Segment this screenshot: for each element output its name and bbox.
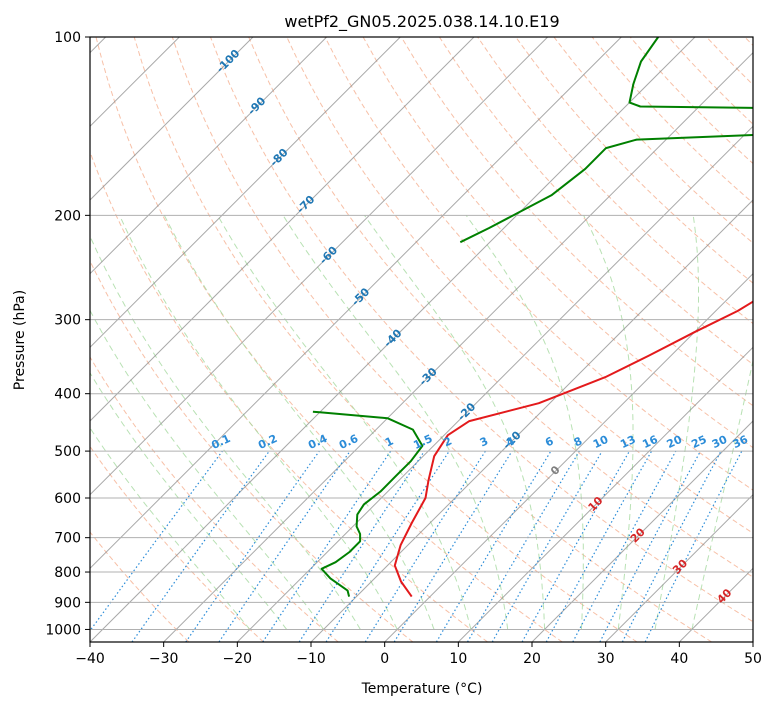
dewpoint-line bbox=[312, 410, 424, 597]
moist-adiabat bbox=[90, 309, 324, 630]
isotherm-line bbox=[90, 37, 254, 201]
mixing-ratio-line bbox=[218, 450, 351, 642]
mixing-ratio-line bbox=[131, 450, 270, 642]
mixing-ratio-label: 13 bbox=[618, 433, 637, 451]
dewpoint-upper-line bbox=[459, 37, 753, 244]
y-tick-label: 400 bbox=[54, 387, 81, 403]
isotherm-line bbox=[90, 37, 328, 275]
mixing-ratio-label: 20 bbox=[665, 433, 685, 451]
dry-adiabat bbox=[210, 37, 753, 623]
y-tick-label: 900 bbox=[54, 595, 81, 611]
mixing-ratio-line bbox=[521, 450, 631, 642]
dry-adiabat bbox=[515, 37, 753, 284]
dry-adiabat bbox=[400, 37, 753, 407]
plot-background bbox=[90, 37, 753, 642]
mixing-ratio-line bbox=[185, 450, 320, 642]
isotherm-line bbox=[90, 37, 696, 642]
dry-adiabat bbox=[171, 37, 712, 642]
isotherm-line bbox=[310, 199, 753, 642]
mixing-ratio-label: 36 bbox=[731, 433, 751, 451]
x-tick-label: 40 bbox=[670, 651, 688, 667]
mixing-ratio-line bbox=[545, 450, 653, 642]
isotherm-line bbox=[531, 420, 753, 642]
y-tick-label: 700 bbox=[54, 531, 81, 547]
isotherm-line bbox=[752, 641, 753, 642]
mixing-ratio-label: 10 bbox=[591, 433, 611, 451]
x-tick-label: 50 bbox=[744, 651, 762, 667]
y-tick-label: 100 bbox=[54, 30, 81, 46]
x-axis-ticks: −40 −30 −20 −10 0 10 20 30 40 50 bbox=[75, 642, 762, 667]
y-tick-label: 200 bbox=[54, 208, 81, 224]
temperature-line bbox=[393, 300, 753, 598]
y-tick-label: 1000 bbox=[45, 622, 81, 638]
plot-frame bbox=[89, 36, 754, 643]
dry-adiabat bbox=[248, 37, 753, 578]
isotherm-line bbox=[605, 493, 753, 642]
x-tick-label: −20 bbox=[223, 651, 253, 667]
chart-title: wetPf2_GN05.2025.038.14.10.E19 bbox=[284, 12, 559, 32]
dry-adiabat bbox=[438, 37, 753, 366]
y-tick-label: 500 bbox=[54, 444, 81, 460]
mixing-ratio-line bbox=[90, 450, 223, 632]
mixing-ratio-line bbox=[644, 450, 743, 642]
dry-adiabat bbox=[90, 445, 264, 642]
dry-adiabat bbox=[133, 37, 638, 642]
dry-adiabat bbox=[95, 37, 563, 642]
mixing-ratio-label: 25 bbox=[689, 433, 708, 451]
isotherm-line bbox=[236, 125, 753, 642]
x-tick-label: −40 bbox=[75, 651, 105, 667]
mixing-ratio-label: 30 bbox=[710, 433, 730, 451]
dry-adiabat bbox=[90, 531, 190, 642]
y-axis-ticks: 100 200 300 400 500 600 700 800 900 1000 bbox=[45, 30, 90, 638]
x-tick-label: 30 bbox=[597, 651, 615, 667]
pressure-gridlines bbox=[90, 37, 753, 630]
mixing-ratio-label: 16 bbox=[640, 433, 660, 451]
isotherm-line bbox=[90, 37, 622, 570]
x-tick-label: 20 bbox=[523, 651, 541, 667]
y-axis-label: Pressure (hPa) bbox=[12, 290, 28, 390]
x-tick-label: −10 bbox=[296, 651, 326, 667]
isotherm-line bbox=[457, 346, 753, 642]
y-tick-label: 300 bbox=[54, 313, 81, 329]
mixing-ratio-line bbox=[393, 450, 513, 642]
dry-adiabat bbox=[90, 150, 488, 642]
isotherm-line bbox=[90, 37, 475, 422]
isotherm-line bbox=[90, 37, 549, 496]
dry-adiabat bbox=[90, 356, 339, 642]
x-tick-label: −30 bbox=[149, 651, 179, 667]
moist-adiabat bbox=[119, 215, 398, 630]
y-tick-label: 800 bbox=[54, 565, 81, 581]
moist-adiabat bbox=[282, 215, 509, 630]
x-axis-label: Temperature (°C) bbox=[361, 681, 483, 697]
mixing-ratio-line bbox=[572, 450, 677, 642]
profile-series bbox=[312, 37, 753, 598]
x-tick-label: 10 bbox=[449, 651, 467, 667]
mixing-ratio-line bbox=[262, 450, 392, 642]
mixing-ratio-line bbox=[298, 450, 425, 642]
isotherm-line bbox=[384, 272, 753, 642]
isotherm-line bbox=[90, 37, 401, 349]
mixing-ratio-line bbox=[325, 450, 450, 642]
x-tick-label: 0 bbox=[380, 651, 389, 667]
y-tick-label: 600 bbox=[54, 491, 81, 507]
dry-adiabat bbox=[324, 37, 753, 491]
